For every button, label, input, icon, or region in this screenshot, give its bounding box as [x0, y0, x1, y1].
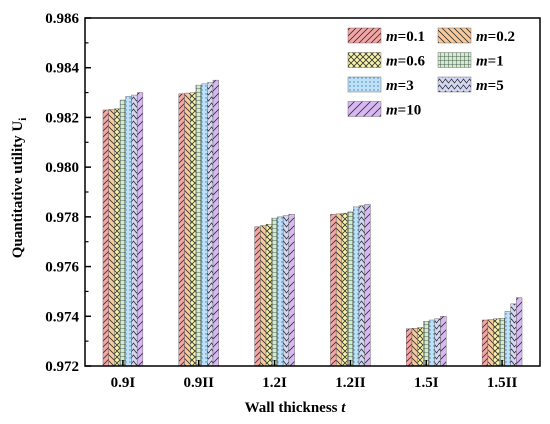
- bar-1.5I-series-3: [423, 321, 430, 367]
- bar-1.2I-series-4: [277, 216, 284, 367]
- y-tick-label: 0.982: [45, 110, 79, 126]
- x-axis-title: Wall thickness t: [245, 400, 347, 416]
- legend-label: m=10: [386, 103, 421, 119]
- bar-0.9II-series-0: [178, 93, 185, 367]
- bar-0.9I-series-4: [125, 96, 132, 367]
- y-axis-title: Quantitative utility Ui: [10, 118, 29, 259]
- legend-swatch: [437, 52, 472, 68]
- bar-1.5II-series-2: [493, 318, 500, 367]
- x-tick-label: 0.9II: [184, 375, 215, 391]
- x-tick-label: 1.2I: [262, 375, 287, 391]
- bar-1.2II-series-1: [335, 213, 343, 367]
- legend-label: m=0.6: [386, 54, 425, 70]
- legend-label: m=5: [476, 78, 504, 94]
- bar-1.2II-series-4: [353, 206, 360, 367]
- bar-0.9I-series-1: [108, 109, 115, 367]
- bar-0.9II-series-4: [201, 83, 208, 367]
- y-tick-label: 0.976: [45, 260, 79, 276]
- legend-item: m=3: [347, 76, 414, 94]
- bar-0.9I-series-0: [102, 109, 109, 367]
- legend-swatch: [437, 76, 472, 93]
- bar-0.9II-series-5: [207, 82, 214, 367]
- bar-0.9II-series-3: [195, 84, 202, 367]
- bar-1.5II-series-6: [516, 297, 523, 367]
- legend-swatch: [347, 101, 382, 117]
- legend: m=0.1 m=0.2 m=0.6 m=1 m=3 m=5 m=10: [347, 27, 515, 119]
- bar-1.5I-series-4: [428, 319, 436, 367]
- bar-1.5I-series-2: [417, 327, 424, 367]
- bar-0.9I-series-3: [119, 99, 126, 367]
- legend-swatch: [347, 76, 382, 93]
- legend-label: m=3: [386, 78, 414, 94]
- legend-item: m=5: [437, 76, 504, 94]
- legend-swatch: [347, 52, 382, 68]
- bar-0.9I-series-2: [114, 108, 121, 367]
- y-tick-label: 0.974: [45, 309, 79, 325]
- bar-1.2I-series-5: [282, 215, 290, 367]
- x-tick-label: 0.9I: [111, 375, 136, 391]
- bar-1.2I-series-3: [271, 217, 278, 367]
- bar-0.9II-series-1: [184, 92, 191, 367]
- legend-label: m=0.1: [386, 29, 425, 45]
- legend-item: m=0.2: [437, 27, 515, 45]
- bar-0.9II-series-2: [189, 92, 197, 367]
- bar-1.2I-series-2: [265, 224, 272, 367]
- bar-1.2II-series-6: [364, 204, 371, 367]
- x-tick-label: 1.5II: [487, 375, 518, 391]
- legend-item: m=10: [347, 101, 421, 119]
- bar-0.9I-series-5: [131, 94, 138, 367]
- y-tick-label: 0.978: [45, 210, 79, 226]
- legend-swatch: [347, 27, 382, 44]
- bar-1.5II-series-5: [510, 303, 517, 367]
- bar-1.5II-series-0: [481, 319, 489, 367]
- bar-1.5II-series-3: [499, 318, 506, 367]
- legend-item: m=0.6: [347, 52, 425, 70]
- bar-1.5II-series-4: [504, 311, 511, 367]
- bar-1.5I-series-5: [434, 318, 441, 367]
- y-tick-label: 0.986: [45, 11, 79, 27]
- x-axis: 0.9I 0.9II 1.2I 1.2II 1.5I 1.5II: [111, 360, 518, 391]
- bar-1.2II-series-3: [347, 211, 354, 367]
- bar-1.5I-series-6: [440, 316, 447, 367]
- legend-label: m=1: [476, 54, 504, 70]
- bar-1.2II-series-0: [330, 214, 337, 367]
- legend-label: m=0.2: [476, 29, 515, 45]
- bar-1.2II-series-2: [341, 212, 348, 367]
- bar-0.9I-series-6: [136, 92, 144, 367]
- x-tick-label: 1.5I: [414, 375, 439, 391]
- bar-1.2I-series-0: [254, 226, 261, 367]
- bar-1.5I-series-1: [411, 328, 418, 367]
- bars-layer: [102, 79, 523, 367]
- bar-1.2I-series-6: [288, 214, 295, 367]
- legend-swatch: [437, 27, 472, 44]
- bar-0.9II-series-6: [212, 79, 219, 367]
- bar-1.5I-series-0: [406, 328, 413, 367]
- y-tick-label: 0.972: [45, 359, 79, 375]
- legend-item: m=1: [437, 52, 504, 70]
- bar-1.2II-series-5: [358, 205, 365, 367]
- plot-frame: [84, 17, 541, 367]
- legend-item: m=0.1: [347, 27, 425, 45]
- y-tick-label: 0.984: [45, 61, 79, 77]
- x-tick-label: 1.2II: [335, 375, 366, 391]
- y-axis: 0.972 0.974 0.976 0.978 0.980 0.982 0.984 0.986: [45, 11, 91, 375]
- y-tick-label: 0.980: [45, 160, 79, 176]
- bar-1.5II-series-1: [487, 319, 494, 367]
- bar-1.2I-series-1: [260, 225, 267, 367]
